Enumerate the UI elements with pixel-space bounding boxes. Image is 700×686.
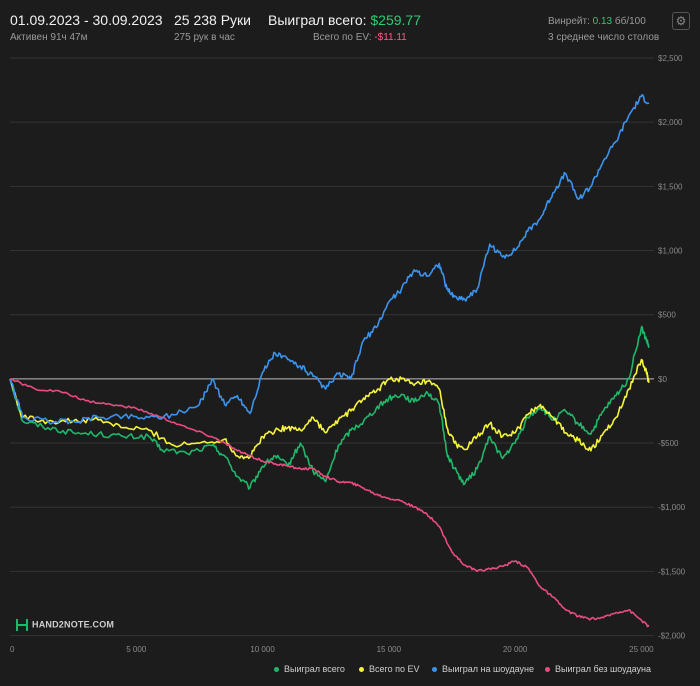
hand2note-logo-icon — [16, 618, 28, 632]
winrate-unit: бб/100 — [614, 16, 646, 27]
date-range[interactable]: 01.09.2023 - 30.09.2023 — [10, 12, 163, 28]
x-tick-label: 15 000 — [377, 645, 402, 654]
y-tick-label: $0 — [658, 375, 667, 384]
legend-dot — [432, 667, 437, 673]
winrate-label: Винрейт: — [548, 16, 590, 27]
y-tick-label: $1,500 — [658, 182, 683, 191]
winrate-value: 0.13 — [592, 16, 613, 27]
ev-total-value: -$11.11 — [374, 32, 407, 43]
won-total-value: $259.77 — [370, 12, 421, 28]
hand2note-logo: HAND2NOTE.COM — [16, 618, 114, 632]
series-line-2 — [9, 93, 650, 425]
grid — [10, 57, 654, 637]
legend-item-ev[interactable]: Всего по EV — [359, 664, 419, 674]
y-tick-label: -$500 — [658, 439, 679, 448]
series-lines — [9, 93, 650, 628]
series-line-3 — [9, 378, 650, 628]
y-tick-label: -$2,000 — [658, 632, 686, 641]
y-tick-label: $500 — [658, 311, 676, 320]
chart: $2,500 $2,000 $1,500 $1,000 $500 $0 -$500 -$1,0… — [9, 54, 686, 654]
x-tick-label: 10 000 — [250, 645, 275, 654]
y-tick-label: $1,000 — [658, 247, 683, 256]
series-line-1 — [9, 358, 650, 460]
legend-dot — [274, 667, 279, 673]
legend-label: Выиграл без шоудауна — [555, 664, 651, 674]
winrate: Винрейт: 0.13 бб/100 — [548, 16, 646, 27]
axes: $2,500 $2,000 $1,500 $1,000 $500 $0 -$500 -$1,0… — [10, 54, 686, 654]
ev-total: Всего по EV: -$11.11 — [313, 32, 407, 43]
legend-label: Выиграл на шоудауне — [442, 664, 534, 674]
gear-icon[interactable]: ⚙ — [672, 12, 690, 30]
x-tick-label: 5 000 — [126, 645, 147, 654]
legend-label: Выиграл всего — [284, 664, 345, 674]
legend-item-showdown[interactable]: Выиграл на шоудауне — [432, 664, 534, 674]
series-line-0 — [9, 325, 650, 490]
header: 01.09.2023 - 30.09.2023 Активен 91ч 47м … — [0, 0, 700, 48]
legend-dot — [359, 667, 364, 673]
won-total-label: Выиграл всего: — [268, 12, 367, 28]
y-tick-label: $2,500 — [658, 54, 683, 63]
legend-item-nonshowdown[interactable]: Выиграл без шоудауна — [545, 664, 651, 674]
x-tick-label: 20 000 — [503, 645, 528, 654]
active-time: Активен 91ч 47м — [10, 32, 88, 43]
won-total: Выиграл всего: $259.77 — [268, 12, 421, 28]
y-tick-label: $2,000 — [658, 118, 683, 127]
avg-tables: 3 среднее число столов — [548, 32, 660, 43]
x-tick-label: 0 — [10, 645, 15, 654]
legend-dot — [545, 667, 550, 673]
hand2note-logo-text: HAND2NOTE.COM — [32, 619, 115, 630]
hands-count: 25 238 Руки — [174, 12, 251, 28]
y-tick-label: -$1,000 — [658, 503, 686, 512]
y-tick-label: -$1,500 — [658, 567, 686, 576]
legend-label: Всего по EV — [369, 664, 420, 674]
hands-per-hour: 275 рук в час — [174, 32, 235, 43]
x-tick-label: 25 000 — [629, 645, 654, 654]
legend-item-won[interactable]: Выиграл всего — [274, 664, 345, 674]
ev-total-label: Всего по EV: — [313, 32, 372, 43]
